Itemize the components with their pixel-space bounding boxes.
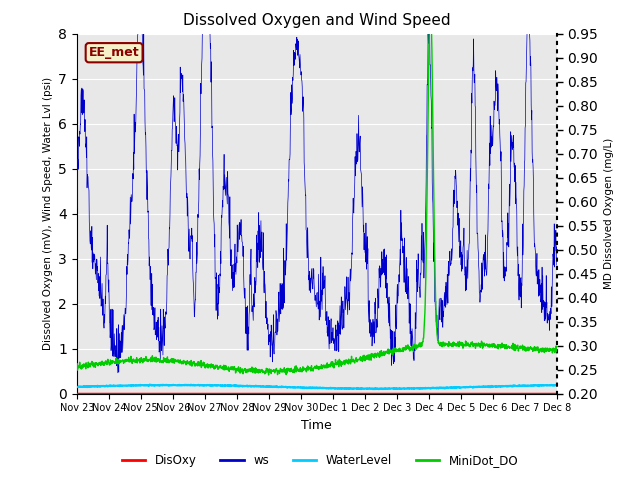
Text: EE_met: EE_met xyxy=(89,46,140,59)
Legend: DisOxy, ws, WaterLevel, MiniDot_DO: DisOxy, ws, WaterLevel, MiniDot_DO xyxy=(117,449,523,472)
Title: Dissolved Oxygen and Wind Speed: Dissolved Oxygen and Wind Speed xyxy=(183,13,451,28)
X-axis label: Time: Time xyxy=(301,419,332,432)
Y-axis label: MD Dissolved Oxygen (mg/L): MD Dissolved Oxygen (mg/L) xyxy=(604,138,614,289)
Y-axis label: Dissolved Oxygen (mV), Wind Speed, Water Lvl (psi): Dissolved Oxygen (mV), Wind Speed, Water… xyxy=(43,77,52,350)
